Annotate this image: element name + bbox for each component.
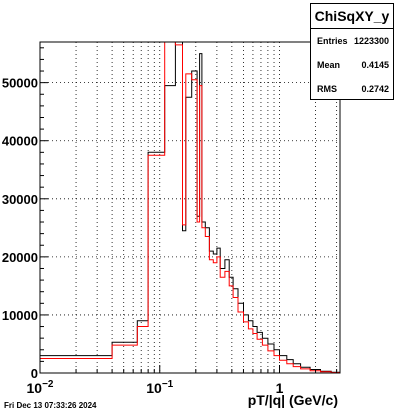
stats-box: ChiSqXY_y Entries 1223300 Mean 0.4145 RM… bbox=[310, 3, 394, 100]
stats-title: ChiSqXY_y bbox=[311, 4, 393, 29]
y-tick-label: 10000 bbox=[2, 308, 38, 323]
date-stamp: Fri Dec 13 07:33:26 2024 bbox=[4, 401, 97, 410]
x-tick-label: 10−2 bbox=[27, 379, 54, 396]
axes bbox=[39, 41, 341, 374]
x-tick-label: 10−1 bbox=[146, 379, 173, 396]
y-tick-label: 0 bbox=[31, 366, 38, 381]
stats-value: 0.2742 bbox=[361, 84, 389, 94]
stats-label: Mean bbox=[317, 60, 341, 70]
histogram-series bbox=[39, 41, 341, 373]
stats-label: Entries bbox=[317, 36, 348, 46]
stats-value: 1223300 bbox=[353, 36, 389, 46]
stats-row-entries: Entries 1223300 bbox=[311, 29, 393, 53]
grid-lines bbox=[40, 42, 340, 373]
y-tick-label: 30000 bbox=[2, 192, 38, 207]
histogram-series-1 bbox=[39, 41, 341, 373]
histogram-series-2 bbox=[39, 41, 341, 373]
y-tick-label: 40000 bbox=[2, 134, 38, 149]
plot-frame bbox=[39, 41, 341, 374]
x-tick-label: 1 bbox=[276, 380, 284, 396]
x-tick-labels: 10−2 10−1 1 bbox=[27, 379, 284, 396]
stats-label: RMS bbox=[317, 84, 337, 94]
y-tick-label: 50000 bbox=[2, 76, 38, 91]
stats-row-mean: Mean 0.4145 bbox=[311, 53, 393, 77]
x-axis-label: pT/|q| (GeV/c) bbox=[247, 392, 338, 408]
y-tick-label: 20000 bbox=[2, 250, 38, 265]
y-tick-labels: 0 10000 20000 30000 40000 50000 bbox=[2, 76, 38, 381]
stats-row-rms: RMS 0.2742 bbox=[311, 77, 393, 101]
stats-value: 0.4145 bbox=[361, 60, 389, 70]
